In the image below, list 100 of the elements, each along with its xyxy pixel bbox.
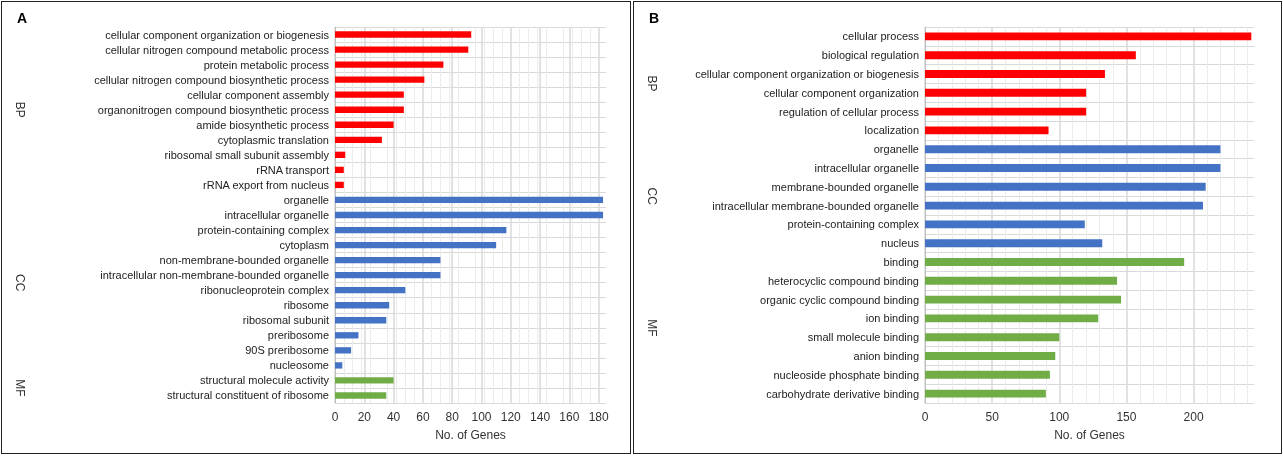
y-tick-label: cellular component organization or biogenesis xyxy=(105,28,330,41)
x-tick-label: 160 xyxy=(559,410,580,424)
bar xyxy=(925,107,1087,116)
x-tick-label: 150 xyxy=(1116,410,1137,424)
x-tick-label: 80 xyxy=(445,410,460,424)
bar xyxy=(335,332,359,339)
bar xyxy=(335,226,507,234)
bar xyxy=(335,181,344,189)
bar xyxy=(925,258,1185,266)
x-tick-label: 50 xyxy=(985,410,1000,424)
x-tick-label: 20 xyxy=(357,410,372,424)
bar xyxy=(335,166,344,174)
y-tick-label: ribosomal subunit xyxy=(242,314,329,327)
y-tick-label: intracellular membrane-bounded organelle xyxy=(712,199,919,212)
y-tick-label: ribonucleoprotein complex xyxy=(200,284,330,297)
bar xyxy=(335,136,382,143)
bar xyxy=(335,151,346,158)
bar xyxy=(925,314,1099,323)
y-tick-label: cellular component assembly xyxy=(187,88,330,101)
bar xyxy=(925,352,1056,360)
y-tick-label: rRNA transport xyxy=(256,163,329,176)
y-tick-label: structural molecule activity xyxy=(200,374,330,387)
y-tick-label: localization xyxy=(864,124,919,137)
y-tick-label: membrane-bounded organelle xyxy=(771,180,919,193)
bar xyxy=(925,389,1046,398)
bar xyxy=(335,347,352,354)
x-tick-label: 0 xyxy=(921,410,929,424)
x-tick-label: 180 xyxy=(588,410,610,424)
bar xyxy=(925,88,1087,97)
y-tick-label: regulation of cellular process xyxy=(778,105,920,118)
x-tick-label: 120 xyxy=(500,410,522,424)
bar xyxy=(335,76,425,83)
bar xyxy=(925,164,1221,172)
bar xyxy=(335,91,404,98)
y-tick-label: organelle xyxy=(283,193,329,206)
bar xyxy=(925,333,1060,342)
bar xyxy=(335,121,394,128)
bar xyxy=(335,287,406,294)
bar xyxy=(925,295,1122,304)
bar xyxy=(335,302,390,309)
bar xyxy=(925,126,1049,135)
y-tick-label: cellular component organization or biogenesis xyxy=(695,68,920,80)
text: BP xyxy=(645,75,659,92)
bar xyxy=(925,70,1105,78)
x-axis-title: No. of Genes xyxy=(1054,428,1125,442)
y-tick-label: nucleosome xyxy=(269,359,329,372)
bar xyxy=(335,211,604,219)
x-axis-title: No. of Genes xyxy=(435,428,506,442)
text: CC xyxy=(645,187,659,206)
x-tick-label: 100 xyxy=(1049,410,1070,424)
bar xyxy=(925,220,1085,229)
bar xyxy=(335,256,441,264)
y-tick-label: organic cyclic compound binding xyxy=(760,293,919,306)
y-tick-label: intracellular organelle xyxy=(224,209,329,221)
y-tick-label: non-membrane-bounded organelle xyxy=(159,254,329,267)
y-tick-label: organonitrogen compound biosynthetic process xyxy=(97,103,330,116)
y-tick-label: cellular nitrogen compound metabolic process xyxy=(105,43,330,56)
y-tick-label: protein metabolic process xyxy=(203,58,330,71)
y-tick-label: rRNA export from nucleus xyxy=(203,178,330,191)
bar xyxy=(335,392,387,399)
y-tick-label: amide biosynthetic process xyxy=(196,118,330,131)
y-tick-label: ion binding xyxy=(865,312,919,325)
bar xyxy=(335,31,472,38)
bar xyxy=(335,272,441,279)
y-tick-label: protein-containing complex xyxy=(197,224,330,237)
text: MF xyxy=(13,379,27,397)
bar xyxy=(925,276,1118,285)
x-tick-label: 100 xyxy=(471,410,492,424)
y-tick-label: cellular nitrogen compound biosynthetic process xyxy=(94,73,330,86)
bar xyxy=(925,201,1203,210)
text: A xyxy=(17,10,28,26)
text: B xyxy=(649,10,660,26)
y-tick-label: binding xyxy=(883,256,919,268)
y-tick-label: cytoplasmic translation xyxy=(217,133,329,146)
x-tick-label: 60 xyxy=(416,410,430,424)
bar xyxy=(335,241,497,249)
bar xyxy=(925,239,1103,248)
y-tick-label: biological regulation xyxy=(821,49,919,62)
y-tick-label: carbohydrate derivative binding xyxy=(766,387,919,400)
y-tick-label: preribosome xyxy=(267,329,329,342)
bar xyxy=(335,106,404,113)
bar xyxy=(335,362,343,369)
bar xyxy=(335,377,394,384)
y-tick-label: intracellular non-membrane-bounded organelle xyxy=(100,269,329,282)
y-tick-label: heterocyclic compound binding xyxy=(767,274,919,287)
y-tick-label: ribosomal small subunit assembly xyxy=(164,148,330,161)
text: CC xyxy=(13,274,27,292)
bar xyxy=(335,61,444,68)
y-tick-label: protein-containing complex xyxy=(787,218,920,231)
y-tick-label: ribosome xyxy=(283,299,329,312)
text: MF xyxy=(645,319,659,337)
x-tick-label: 140 xyxy=(530,410,551,424)
y-tick-label: anion binding xyxy=(853,350,919,362)
x-tick-label: 40 xyxy=(386,410,401,424)
bar xyxy=(925,32,1252,41)
y-tick-label: small molecule binding xyxy=(807,331,919,344)
y-tick-label: nucleoside phosphate binding xyxy=(773,368,919,381)
text: BP xyxy=(13,101,27,118)
bar xyxy=(925,145,1221,154)
bar xyxy=(335,46,469,53)
